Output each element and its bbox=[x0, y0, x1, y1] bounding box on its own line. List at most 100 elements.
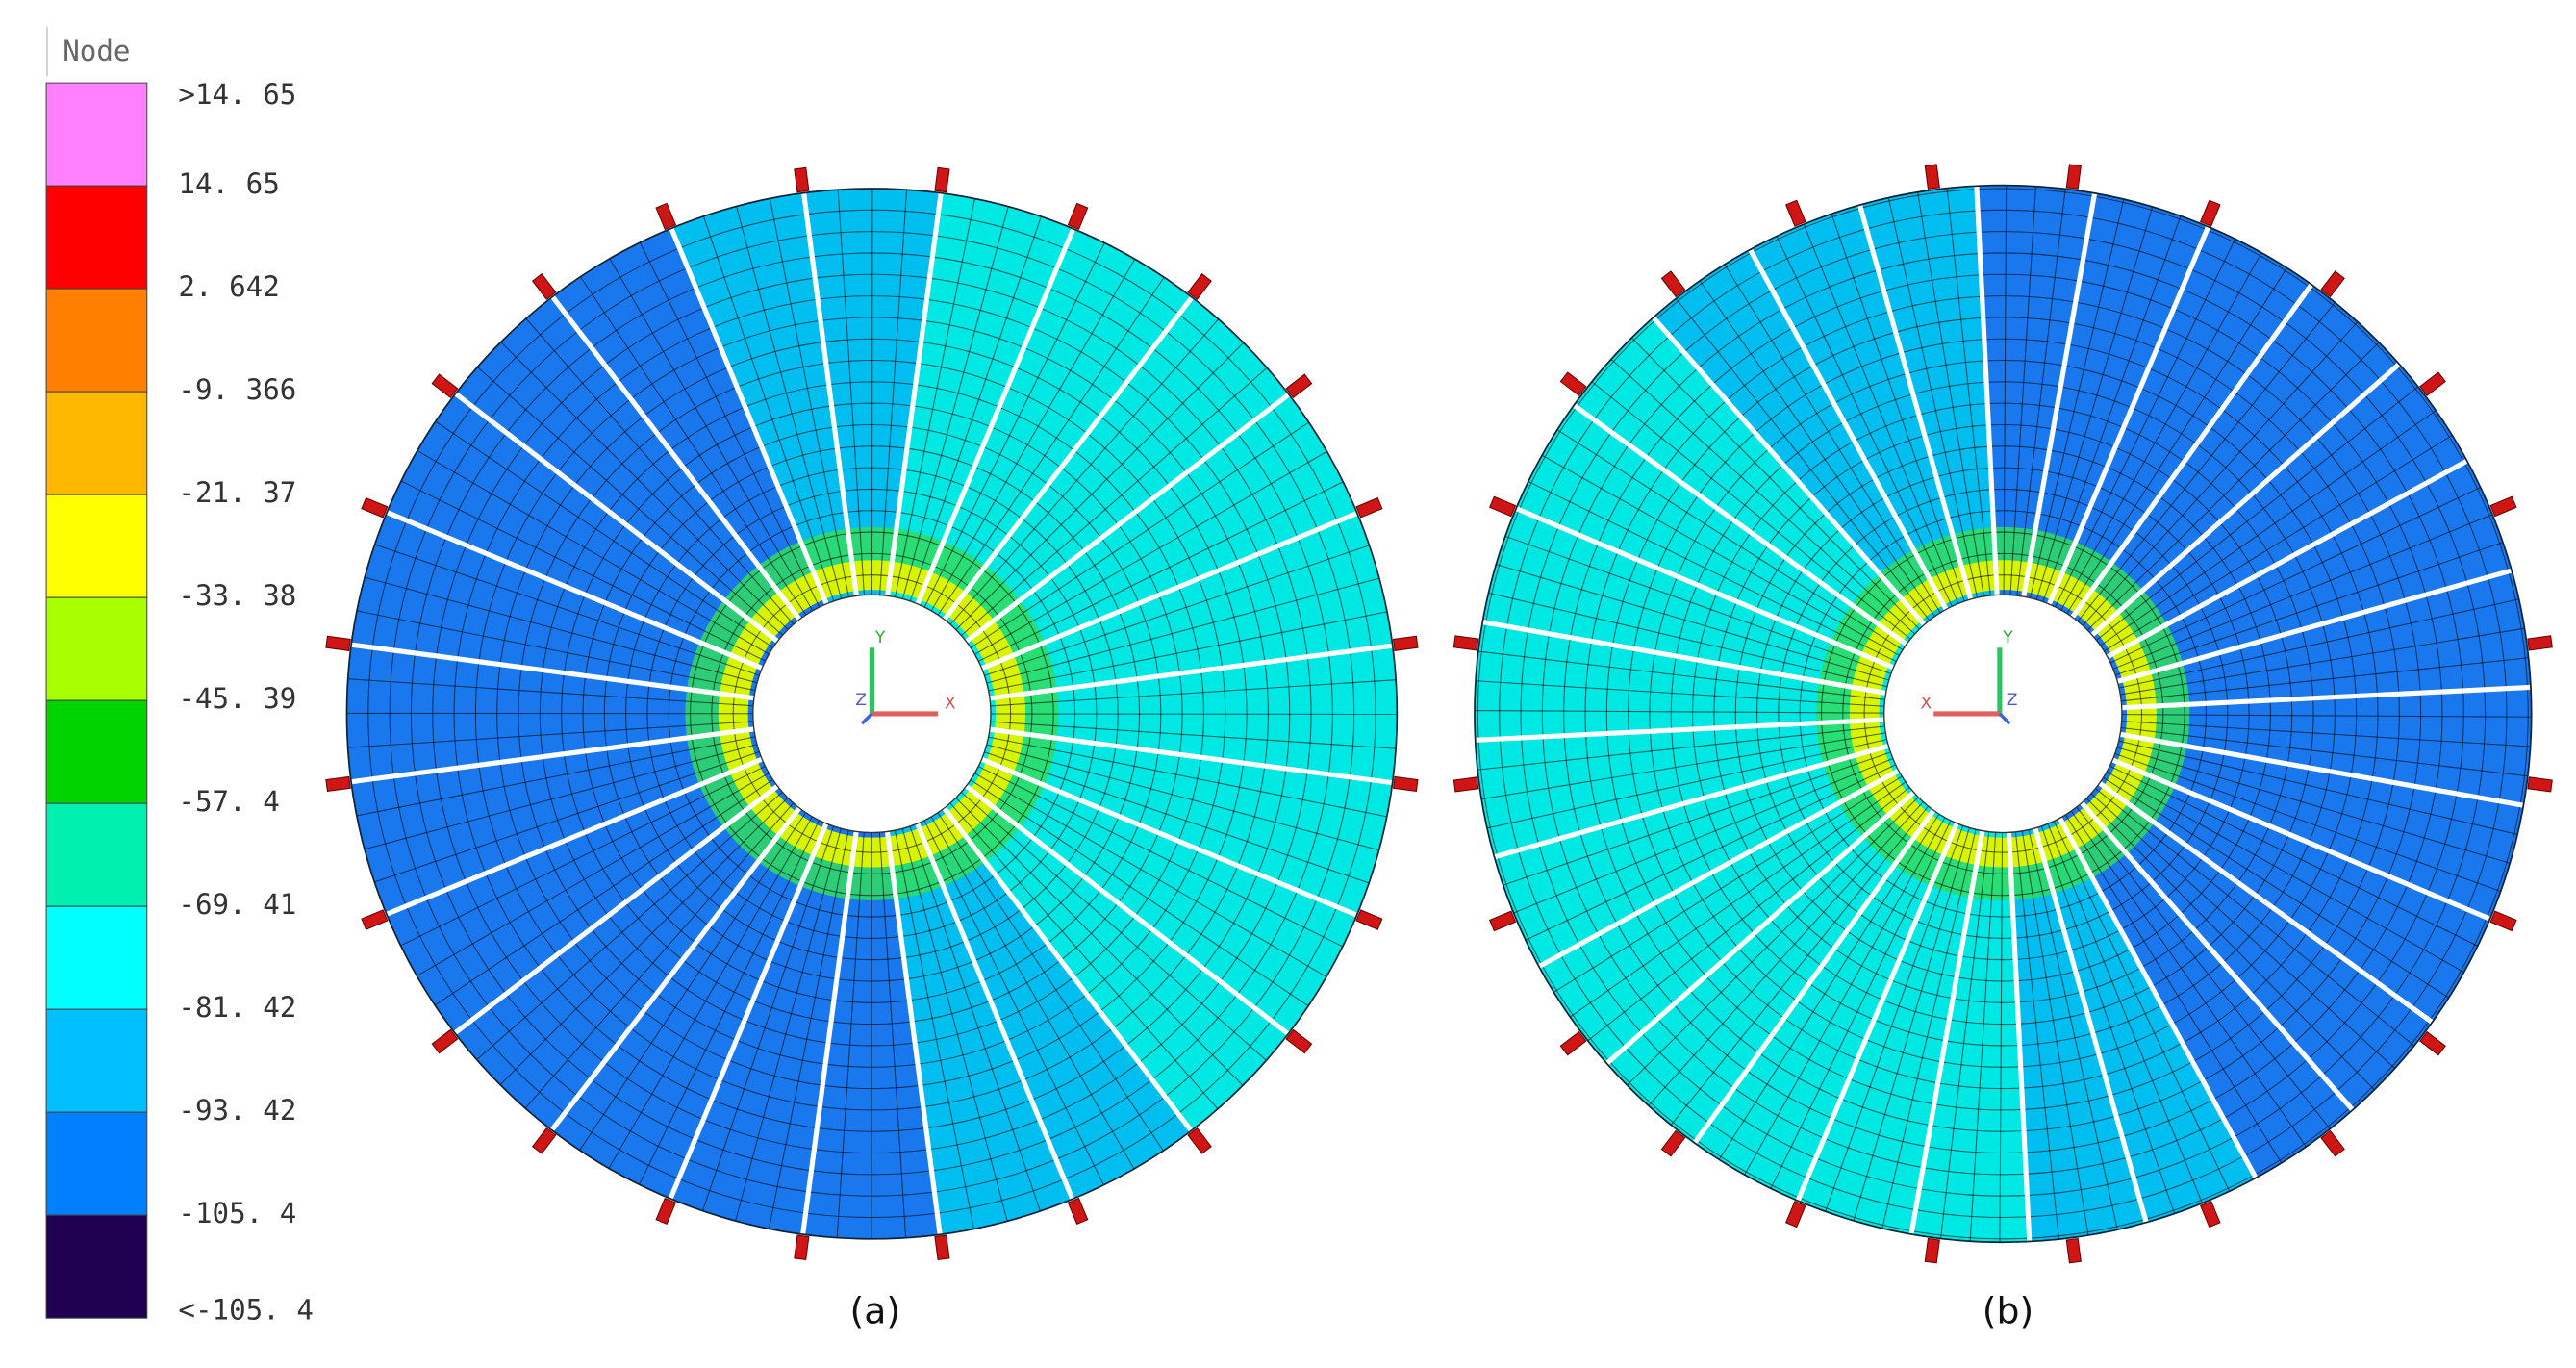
legend-label: -9. 366 bbox=[178, 373, 296, 406]
sector-gap bbox=[349, 726, 755, 785]
mesh-line bbox=[1831, 214, 1965, 602]
load-arrow bbox=[1660, 270, 1686, 298]
load-arrow bbox=[2065, 1237, 2082, 1264]
sector-gap bbox=[2106, 458, 2470, 660]
mesh-line bbox=[902, 206, 1009, 599]
mesh-ring bbox=[1499, 209, 2508, 1218]
mesh-line bbox=[1999, 832, 2004, 1243]
mesh-ring bbox=[1734, 445, 2271, 982]
sector-gap bbox=[1794, 822, 1959, 1203]
mesh-line bbox=[1503, 751, 1891, 886]
mesh-ring bbox=[1670, 381, 2336, 1047]
legend-label: -105. 4 bbox=[178, 1197, 296, 1229]
mesh-line bbox=[909, 215, 1042, 602]
load-arrow bbox=[2199, 1201, 2221, 1229]
load-arrow bbox=[431, 373, 459, 399]
sector-gap bbox=[964, 391, 1292, 644]
sector bbox=[1976, 185, 2095, 597]
mesh-line bbox=[500, 342, 789, 630]
mesh-line bbox=[901, 828, 1008, 1222]
sector-gap bbox=[964, 784, 1292, 1037]
sector bbox=[1910, 830, 2030, 1243]
mesh-line bbox=[735, 828, 842, 1222]
load-arrow bbox=[1187, 1127, 1212, 1154]
axis-label: X bbox=[945, 695, 956, 714]
sector-gap bbox=[1513, 505, 1895, 671]
load-arrow bbox=[2320, 270, 2345, 298]
mesh-line bbox=[1776, 236, 1953, 607]
load-arrow bbox=[1785, 1201, 1806, 1229]
sector-gap bbox=[989, 726, 1395, 786]
sector bbox=[1482, 508, 1894, 694]
axis-label: Z bbox=[855, 691, 867, 710]
load-arrow bbox=[1924, 164, 1940, 190]
load-arrow bbox=[1285, 373, 1313, 399]
legend-label: -81. 42 bbox=[178, 991, 296, 1024]
mesh-line bbox=[1496, 564, 1889, 681]
mesh-ring bbox=[1863, 574, 2143, 853]
mesh-line bbox=[1528, 481, 1897, 663]
load-arrow bbox=[1452, 635, 1479, 651]
sector-gap bbox=[980, 756, 1360, 919]
mesh-line bbox=[1591, 381, 1911, 640]
mesh-line bbox=[2021, 830, 2089, 1236]
legend-band bbox=[45, 1214, 148, 1319]
mesh-line bbox=[701, 825, 835, 1211]
sector-gap bbox=[1691, 808, 1936, 1146]
mesh-line bbox=[1553, 775, 1903, 993]
sector-gap bbox=[2098, 780, 2436, 1026]
sector bbox=[2099, 759, 2490, 1023]
mesh-ring bbox=[1649, 360, 2358, 1068]
sector-gap bbox=[800, 190, 859, 596]
legend-band bbox=[45, 699, 148, 804]
mesh-line bbox=[1477, 725, 1885, 771]
mesh-line bbox=[1670, 805, 1930, 1126]
mesh-ring bbox=[1563, 273, 2443, 1154]
mesh-line bbox=[937, 276, 1165, 616]
mesh-line bbox=[1476, 680, 1884, 707]
mesh-line bbox=[895, 198, 975, 597]
mesh-line bbox=[2106, 771, 2464, 973]
mesh-line bbox=[2082, 321, 2359, 626]
sector-gap bbox=[2046, 224, 2211, 605]
mesh-line bbox=[970, 779, 1309, 1007]
legend-title: Node bbox=[63, 35, 130, 67]
sector bbox=[2008, 827, 2147, 1242]
sector-gap bbox=[2111, 757, 2493, 923]
mesh-line bbox=[768, 830, 849, 1229]
mesh-line bbox=[894, 830, 974, 1229]
legend-band bbox=[45, 1008, 148, 1113]
mesh-line bbox=[2116, 747, 2511, 864]
mesh-line bbox=[970, 421, 1309, 648]
legend-label: -33. 38 bbox=[178, 579, 296, 612]
sector-gap bbox=[980, 510, 1360, 671]
sector bbox=[552, 228, 827, 620]
mesh-line bbox=[2114, 752, 2501, 892]
legend-label: <-105. 4 bbox=[178, 1293, 314, 1326]
mesh-line bbox=[2066, 267, 2287, 614]
mesh-line bbox=[1630, 337, 1920, 630]
mesh-line bbox=[1488, 592, 1888, 688]
sector bbox=[2034, 818, 2257, 1223]
mesh-line bbox=[878, 832, 907, 1238]
axis-label: Y bbox=[874, 628, 886, 647]
load-arrow bbox=[934, 166, 950, 193]
mesh-line bbox=[949, 802, 1219, 1109]
sector bbox=[670, 192, 857, 604]
mesh-line bbox=[2060, 252, 2262, 611]
sector-gap bbox=[942, 806, 1195, 1134]
sector bbox=[387, 393, 778, 669]
mesh-line bbox=[984, 751, 1370, 884]
load-arrow bbox=[2489, 910, 2517, 932]
mesh-line bbox=[2118, 740, 2518, 835]
sector-gap bbox=[1473, 717, 1884, 744]
mesh-line bbox=[609, 258, 814, 612]
sector bbox=[917, 228, 1193, 620]
load-arrow bbox=[2527, 635, 2553, 651]
load-arrow bbox=[325, 775, 351, 793]
load-arrow bbox=[2419, 371, 2446, 396]
load-arrow bbox=[361, 909, 389, 930]
mesh-line bbox=[988, 736, 1387, 818]
load-arrow bbox=[1355, 496, 1383, 519]
